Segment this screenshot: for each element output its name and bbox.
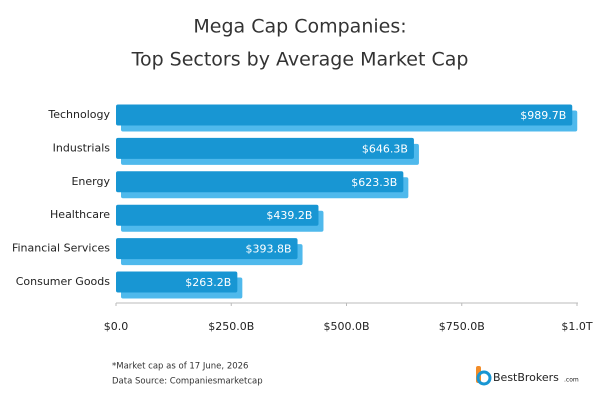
chart-title: Mega Cap Companies: <box>193 16 406 38</box>
value-label: $623.3B <box>351 176 397 189</box>
y-tick-label: Technology <box>47 108 110 121</box>
x-tick-label: $500.0B <box>323 320 369 333</box>
logo-icon <box>476 370 492 386</box>
value-label: $393.8B <box>245 243 291 256</box>
value-label: $989.7B <box>520 109 566 122</box>
y-tick-label: Financial Services <box>12 242 110 255</box>
bar <box>116 271 238 293</box>
logo-suffix: .com <box>564 377 579 384</box>
bar <box>116 204 319 226</box>
footnote: *Market cap as of 17 June, 2026 <box>112 362 248 372</box>
y-tick-label: Consumer Goods <box>16 275 111 288</box>
data-source: Data Source: Companiesmarketcap <box>112 377 263 387</box>
bar <box>116 137 414 159</box>
y-tick-label: Healthcare <box>50 208 110 221</box>
chart-title: Top Sectors by Average Market Cap <box>131 49 469 71</box>
y-tick-label: Industrials <box>53 141 111 154</box>
value-label: $263.2B <box>185 276 231 289</box>
x-tick-label: $750.0B <box>439 320 485 333</box>
logo: BestBrokers .com <box>476 366 579 386</box>
value-label: $439.2B <box>266 209 312 222</box>
x-tick-label: $1.0T <box>561 320 592 333</box>
x-tick-label: $0.0 <box>104 320 129 333</box>
value-label: $646.3B <box>362 142 408 155</box>
logo-name: BestBrokers <box>493 371 559 384</box>
bar <box>116 104 573 126</box>
x-tick-label: $250.0B <box>208 320 254 333</box>
bar <box>116 171 404 193</box>
bar <box>116 238 298 260</box>
y-tick-label: Energy <box>71 175 110 188</box>
